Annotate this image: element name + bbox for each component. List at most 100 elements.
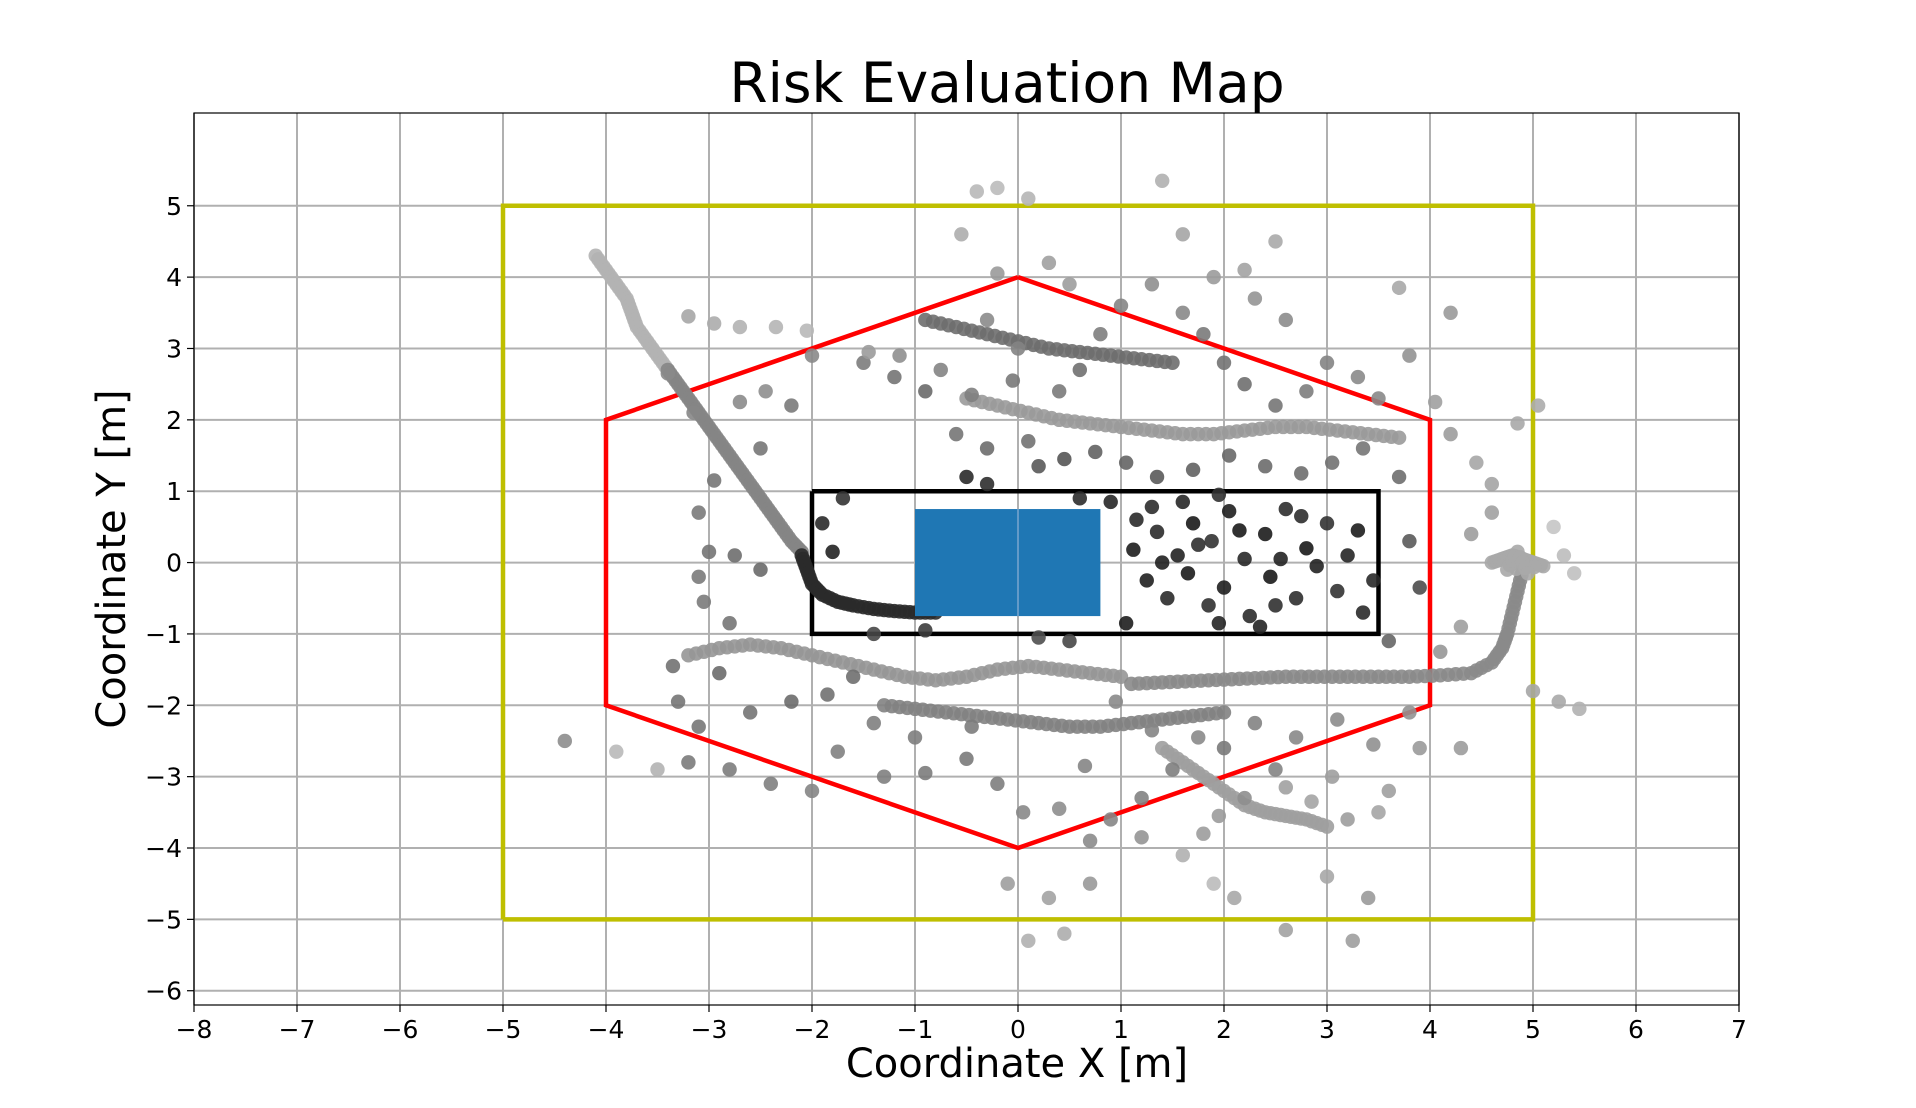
y-tick-label: −1 [145,620,182,649]
scatter-point [1005,373,1021,388]
scatter-point [1288,730,1304,745]
scatter-point [1324,455,1340,470]
plot-frame [193,112,1740,1006]
scatter-point [706,473,722,488]
scatter-point [1015,805,1031,820]
scatter-point [815,516,830,531]
scatter-point [650,762,665,777]
y-tick-label: −5 [145,905,182,934]
scatter-point [1391,469,1407,485]
scatter-point [1484,505,1500,520]
scatter-point [1216,580,1232,595]
scatter-point [681,309,696,324]
scatter-point [964,719,979,734]
scatter-point [1155,555,1170,570]
scatter-point [1031,630,1046,645]
x-tick-label: 2 [1216,1015,1232,1044]
scatter-point [727,548,742,563]
y-tick-label: 0 [166,549,182,578]
x-tick-label: 5 [1525,1015,1541,1044]
scatter-point [609,744,624,759]
scatter-point [743,705,758,720]
scatter-point [1041,255,1057,271]
scatter-point [979,441,995,456]
vehicle-layer [915,509,1101,617]
trajectory-point [1165,355,1180,370]
scatter-point [1221,448,1237,463]
scatter-point [1350,369,1366,385]
scatter-point [969,184,984,199]
scatter-point [1185,462,1201,477]
scatter-point [1108,694,1124,709]
scatter-point [1319,869,1335,884]
scatter-point [1237,551,1252,567]
scatter-point [691,569,706,585]
scatter-point [1510,416,1525,431]
scatter-point [1062,633,1077,649]
scatter-point [1134,830,1149,845]
scatter-point [820,687,835,702]
x-tick-label: 4 [1422,1015,1438,1044]
scatter-point [1221,503,1237,519]
trajectory-point [1520,566,1536,581]
scatter-point [660,366,675,381]
scatter-point [1062,277,1077,292]
x-tick-label: 7 [1731,1015,1747,1044]
scatter-point [1350,523,1366,538]
scatter-point [1211,487,1227,502]
scatter-point [1391,280,1407,296]
scatter-point [1402,348,1417,363]
scatter-point [835,491,851,506]
scatter-point [954,227,969,242]
scatter-point [1402,533,1417,549]
scatter-point [1057,926,1072,941]
x-tick-label: −8 [176,1015,213,1044]
y-tick-label: 5 [166,192,182,221]
scatter-point [758,384,773,399]
scatter-point [1216,355,1232,370]
scatter-point [1191,537,1206,552]
scatter-point [1567,566,1582,581]
scatter-point [1278,312,1294,328]
scatter-point [1381,633,1397,649]
scatter-point [1144,499,1160,515]
scatter-point [768,319,784,335]
scatter-point [1072,362,1088,378]
x-tick-label: −1 [897,1015,934,1044]
scatter-point [722,762,737,777]
scatter-point [1299,541,1314,556]
scatter-point [1175,847,1191,863]
scatter-point [1010,341,1026,356]
scatter-point [799,323,815,338]
scatter-point [964,387,979,403]
trajectory-point [1216,705,1232,720]
scatter-point [732,319,748,335]
scatter-point [918,765,933,781]
scatter-point [1464,526,1479,542]
x-tick-label: 3 [1319,1015,1335,1044]
scatter-point [1129,512,1144,527]
scatter-point [1252,619,1268,634]
scatter-point [1052,801,1067,816]
scatter-point [1232,523,1247,538]
scatter-point [1247,715,1263,731]
x-axis-label: Coordinate X [m] [846,1041,1188,1087]
y-axis-label: Coordinate Y [m] [89,389,135,728]
scatter-points [557,173,1587,948]
scatter-point [557,733,572,749]
scatter-point [1237,376,1252,392]
outer-boundary [500,203,1536,922]
scatter-point [1263,569,1278,585]
scatter-point [892,348,907,363]
vehicle-rectangle [915,509,1101,617]
scatter-point [959,751,974,767]
scatter-point [1319,355,1335,370]
y-tick-label: 2 [166,406,182,435]
scatter-point [1453,740,1469,756]
scatter-point [1126,542,1141,557]
scatter-point [861,344,876,360]
scatter-point [907,730,923,745]
scatter-point [918,384,933,399]
scatter-point [1072,491,1088,506]
scatter-point [1484,476,1500,492]
